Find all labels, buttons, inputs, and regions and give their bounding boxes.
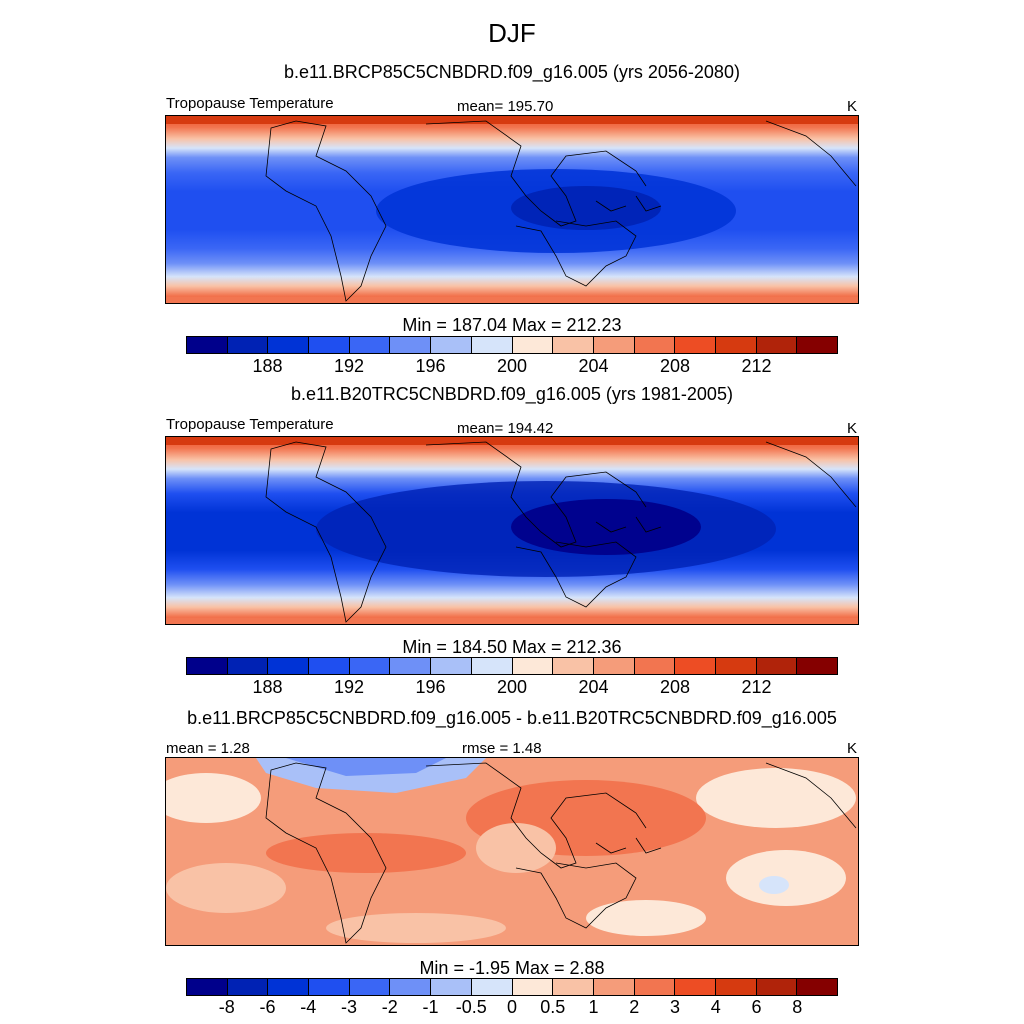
colorbar-tick-label: 200 xyxy=(496,356,528,376)
colorbar-swatch xyxy=(431,337,472,353)
colorbar-swatch xyxy=(553,979,594,995)
panel3-subtitle: b.e11.BRCP85C5CNBDRD.f09_g16.005 - b.e11… xyxy=(187,708,837,728)
panel3-map xyxy=(165,757,859,946)
colorbar-tick-label: 192 xyxy=(333,356,365,376)
colorbar-swatch xyxy=(431,979,472,995)
colorbar-swatch xyxy=(675,337,716,353)
colorbar-swatch xyxy=(227,979,269,995)
colorbar-swatch xyxy=(634,337,676,353)
colorbar-swatch xyxy=(309,337,350,353)
colorbar-tick-label: 212 xyxy=(741,677,772,697)
colorbar-swatch xyxy=(187,979,228,995)
colorbar-tick-label: -8 xyxy=(218,997,235,1017)
colorbar-tick-label: 0.5 xyxy=(540,997,566,1017)
colorbar-swatch xyxy=(349,979,391,995)
colorbar-swatch xyxy=(675,979,716,995)
colorbar-tick-label: -6 xyxy=(259,997,276,1017)
colorbar-tick-label: 200 xyxy=(496,677,528,697)
colorbar-swatch xyxy=(634,658,676,674)
colorbar-swatch xyxy=(187,658,228,674)
colorbar-swatch xyxy=(715,979,757,995)
panel2-map xyxy=(165,436,859,625)
colorbar-swatch xyxy=(309,658,350,674)
colorbar-swatch xyxy=(756,658,798,674)
colorbar-swatch xyxy=(634,979,676,995)
colorbar-tick-label: 4 xyxy=(710,997,721,1017)
colorbar-swatch xyxy=(349,658,391,674)
panel1-variable-label: Tropopause Temperature xyxy=(166,95,334,112)
colorbar-swatch xyxy=(512,979,554,995)
colorbar-tick-label: 2 xyxy=(629,997,640,1017)
panel1-colorbar xyxy=(186,336,838,354)
figure-title: DJF xyxy=(488,18,536,48)
panel1-units-label: K xyxy=(847,98,858,115)
colorbar-swatch xyxy=(227,337,269,353)
colorbar-swatch xyxy=(593,979,635,995)
colorbar-tick-label: 8 xyxy=(792,997,803,1017)
colorbar-tick-label: -1 xyxy=(422,997,439,1017)
colorbar-tick-label: 3 xyxy=(669,997,681,1017)
colorbar-swatch xyxy=(349,337,391,353)
colorbar-swatch xyxy=(797,337,837,353)
colorbar-tick-label: 192 xyxy=(333,677,365,697)
panel2-colorbar xyxy=(186,657,838,675)
colorbar-tick-label: 6 xyxy=(751,997,762,1017)
colorbar-swatch xyxy=(227,658,269,674)
colorbar-swatch xyxy=(553,337,594,353)
colorbar-swatch xyxy=(715,658,757,674)
colorbar-tick-label: -3 xyxy=(340,997,358,1017)
colorbar-swatch xyxy=(471,658,513,674)
colorbar-swatch xyxy=(553,658,594,674)
colorbar-swatch xyxy=(471,979,513,995)
panel1-subtitle: b.e11.BRCP85C5CNBDRD.f09_g16.005 (yrs 20… xyxy=(284,62,740,82)
colorbar-swatch xyxy=(187,337,228,353)
colorbar-swatch xyxy=(390,337,432,353)
colorbar-tick-label: 188 xyxy=(252,677,283,697)
colorbar-tick-label: 208 xyxy=(659,677,691,697)
panel1-map xyxy=(165,115,859,304)
panel3-rmse-label: rmse = 1.48 xyxy=(462,740,542,757)
colorbar-swatch xyxy=(268,979,310,995)
panel3-mean-label: mean = 1.28 xyxy=(166,740,250,757)
colorbar-tick-label: 196 xyxy=(415,356,446,376)
panel2-variable-label: Tropopause Temperature xyxy=(166,416,334,433)
colorbar-swatch xyxy=(593,337,635,353)
colorbar-swatch xyxy=(756,979,798,995)
colorbar-swatch xyxy=(593,658,635,674)
colorbar-swatch xyxy=(471,337,513,353)
colorbar-swatch xyxy=(512,337,554,353)
panel1-mean-label: mean= 195.70 xyxy=(457,98,554,115)
panel2-mean-label: mean= 194.42 xyxy=(457,420,554,437)
colorbar-tick-label: -4 xyxy=(300,997,317,1017)
colorbar-tick-label: 196 xyxy=(415,677,446,697)
panel2-subtitle: b.e11.B20TRC5CNBDRD.f09_g16.005 (yrs 198… xyxy=(291,384,733,404)
colorbar-swatch xyxy=(268,337,310,353)
colorbar-tick-label: -0.5 xyxy=(455,997,487,1017)
colorbar-tick-label: 212 xyxy=(741,356,772,376)
colorbar-swatch xyxy=(309,979,350,995)
panel3-colorbar xyxy=(186,978,838,996)
colorbar-swatch xyxy=(797,658,837,674)
colorbar-tick-label: 188 xyxy=(252,356,283,376)
colorbar-tick-label: 1 xyxy=(588,997,599,1017)
panel1-colorbar-title: Min = 187.04 Max = 212.23 xyxy=(402,315,622,335)
colorbar-tick-label: 208 xyxy=(659,356,691,376)
panel2-units-label: K xyxy=(847,420,858,437)
colorbar-swatch xyxy=(431,658,472,674)
colorbar-swatch xyxy=(390,658,432,674)
colorbar-tick-label: 204 xyxy=(578,356,609,376)
colorbar-tick-label: 204 xyxy=(578,677,609,697)
colorbar-swatch xyxy=(512,658,554,674)
colorbar-tick-label: -2 xyxy=(381,997,398,1017)
colorbar-swatch xyxy=(715,337,757,353)
colorbar-swatch xyxy=(675,658,716,674)
panel2-colorbar-title: Min = 184.50 Max = 212.36 xyxy=(402,637,622,657)
colorbar-tick-label: 0 xyxy=(506,997,518,1017)
colorbar-swatch xyxy=(268,658,310,674)
panel3-colorbar-title: Min = -1.95 Max = 2.88 xyxy=(419,958,605,978)
colorbar-swatch xyxy=(390,979,432,995)
panel3-units-label: K xyxy=(847,740,858,757)
colorbar-swatch xyxy=(756,337,798,353)
colorbar-swatch xyxy=(797,979,837,995)
